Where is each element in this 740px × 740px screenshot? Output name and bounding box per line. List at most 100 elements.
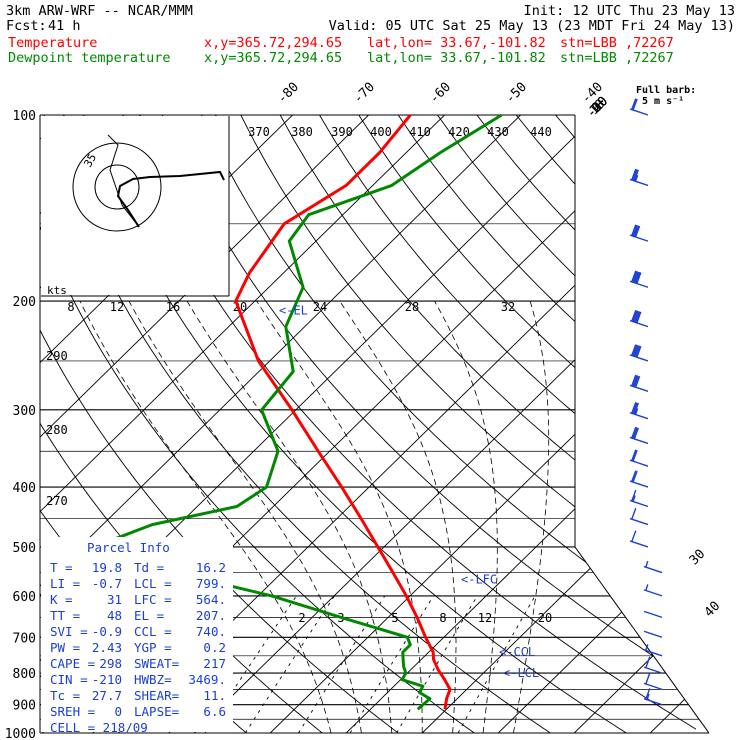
parcel-value: 564. [196,592,226,607]
parcel-label: SVI = [50,624,88,639]
parcel-label: LCL = [134,576,172,591]
fcst-label: Fcst: [6,18,47,34]
parcel-info-title: Parcel Info [87,540,170,555]
barb-note: Full barb: 5 m s⁻¹ [636,85,696,107]
wind-barb [643,630,663,638]
wind-barb [643,656,663,674]
init-label: Init: 12 UTC Thu 23 May 13 [524,3,735,19]
parcel-value: 740. [196,624,226,639]
mixing-ratio-label: 2 [298,611,305,625]
wind-barb [643,610,663,619]
wind-barb-flag [632,495,636,502]
theta-label: 370 [248,125,270,139]
parcel-label: LAPSE= [134,704,179,719]
wind-barb [643,644,663,657]
hodograph-ring [72,142,162,232]
wind-barb-staff [629,280,649,288]
moist-adiabat-label: 12 [110,300,124,314]
wind-barb-flag [631,344,637,356]
isotherm-line [497,538,696,733]
pressure-tick-label: 1000 [5,727,36,740]
wind-barb-staff [643,589,663,597]
parcel-label: TT = [50,608,80,623]
wind-barb-staff [629,540,649,548]
wind-barb-staff [629,319,649,328]
hodograph-ring [94,164,140,210]
wind-barb-flag [632,98,638,111]
wind-barb [629,470,649,488]
wind-barb-flag [632,427,638,439]
wind-barb-flag [636,345,642,358]
mixing-ratio-label: 20 [538,611,552,625]
wind-barb-flag [634,271,641,284]
pressure-tick-label: 600 [13,590,36,605]
mixing-ratio-label: 12 [478,611,492,625]
right-mask [575,115,740,740]
wind-barb-flag [633,169,639,182]
wind-barb-flag [631,374,637,387]
wind-barb-flag [632,344,638,357]
wind-barb-flag [636,272,642,284]
wind-barb-flag [631,309,637,322]
parcel-value: -210 [92,672,122,687]
wind-barb-staff [629,354,649,362]
wind-barb-staff [629,517,649,526]
parcel-value: 207. [196,608,226,623]
parcel-label: PW = [50,640,80,655]
wind-barb-flag [631,489,637,502]
wind-barb-staff [643,630,663,638]
wind-barb-flag [633,225,639,237]
parcel-label: T = [50,560,73,575]
level-marker: <-EL [279,303,308,317]
legend-dewpoint-latlon: lat,lon= 33.67,-101.82 [367,50,546,66]
fcst-hours: 41 h [48,18,81,34]
parcel-label: SHEAR= [134,688,179,703]
wind-barb-flag [632,375,638,387]
wind-barb-staff [629,384,649,393]
parcel-value: 0 [114,704,122,719]
parcel-label: SWEAT= [134,656,179,671]
parcel-value: 11. [203,688,226,703]
isotherm-line [421,463,696,733]
wind-barb-flag [645,672,651,685]
wind-barb-staff [629,411,649,420]
moist-adiabat-label: 8 [67,300,74,314]
header: 3km ARW-WRF -- NCAR/MMM Init: 12 UTC Thu… [6,3,735,66]
theta-label: 420 [448,125,470,139]
isotherm-label: -80 [275,80,302,107]
hodograph-ring-label: 35 [81,152,99,170]
parcel-cell: CELL = 218/09 [50,720,148,735]
mixing-ratio-line [244,595,335,733]
legend-dewpoint-name: Dewpoint temperature [8,50,171,66]
wind-barb-flag [633,427,639,440]
temperature-line [234,114,452,710]
wind-barb-flag [645,584,649,591]
parcel-value: 16.2 [196,560,226,575]
wind-barb-flag [631,402,637,414]
wind-barb-flag [634,175,639,182]
wind-barb-flag [636,311,642,324]
parcel-value: -0.9 [92,624,122,639]
pressure-tick-label: 200 [13,295,36,310]
legend-temperature-stn: stn=LBB ,72267 [560,35,674,51]
isotherm-label: -50 [503,80,530,107]
mixing-ratio-label: 5 [391,611,398,625]
wind-barb-staff [629,234,649,242]
wind-barb-flag [634,345,641,358]
wind-barb [629,224,649,242]
wind-barb-flag [631,530,637,542]
wind-barb [629,168,649,187]
level-marker: <-CCL [499,645,535,659]
parcel-value: 19.8 [92,560,122,575]
dry-adiabat-label: 270 [46,494,68,508]
pressure-tick-label: 700 [13,631,36,646]
wind-barb-flag [632,271,638,283]
moist-adiabat-label: 24 [313,300,327,314]
wind-barb-flag [645,688,651,700]
wind-barb-staff [629,499,649,508]
parcel-value: 0.2 [203,640,226,655]
wind-barb [629,530,649,548]
wind-barb-flag [645,560,649,568]
theta-label: 400 [370,125,392,139]
